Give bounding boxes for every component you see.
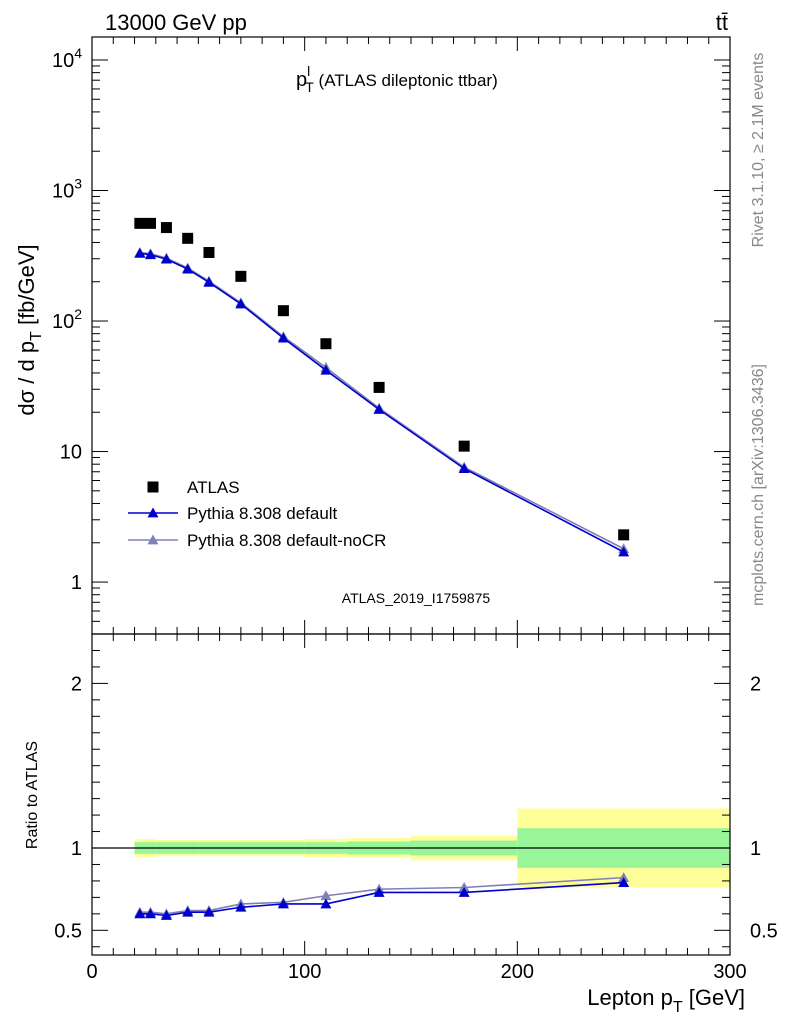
ratio-y-axis-label: Ratio to ATLAS [24,741,41,849]
analysis-tag: ATLAS_2019_I1759875 [342,590,491,606]
ratio-pythia-default-point [618,877,630,887]
pythia-default-point [134,247,146,258]
atlas-data-point [458,440,470,452]
pythia-default-point [277,332,289,343]
ratio-pythia-default-point [458,886,470,897]
x-tick-label: 300 [713,961,746,983]
atlas-data-point [160,222,172,234]
rivet-note: Rivet 3.1.10, ≥ 2.1M events [750,53,767,248]
ratio-pythia-default-point [182,906,194,917]
atlas-data-point [144,217,156,229]
y-tick-label: 102 [52,306,82,333]
ratio-pythia-default-point [144,908,156,919]
ratio-plot-area: 0 100 200 3000.5 0.51 12 2 [54,37,778,983]
x-tick-label: 0 [86,961,97,983]
pythia-default-point [203,276,215,287]
atlas-data-point [277,305,289,317]
pythia-default-point [182,263,194,274]
atlas-data-point [320,338,332,350]
legend-label: Pythia 8.308 default [187,504,338,523]
main-plot-title: pl T (ATLAS dileptonic ttbar) [296,63,498,95]
pythia-default-point [458,463,470,474]
main-plot-area: 1 10 102 103 104 [52,36,731,635]
x-tick-label: 100 [288,961,321,983]
ratio-pythia-default-point [235,901,247,912]
y-tick-label: 1 [71,572,82,594]
source-note: mcplots.cern.ch [arXiv:1306.3436] [750,364,767,606]
ratio-y-tick-label: 1 [71,838,82,860]
atlas-data-point [235,270,247,282]
x-tick-label: 200 [501,961,534,983]
atlas-data-point [618,529,630,541]
atlas-data-point [203,246,215,258]
ratio-y-tick-label: 2 [71,673,82,695]
y-tick-label: 10 [60,442,82,464]
legend-marker-triangle [147,534,159,545]
legend: ATLAS Pythia 8.308 default Pythia 8.308 de… [128,478,386,550]
atlas-data-point [182,232,194,244]
pythia-default-point [144,249,156,260]
ratio-y-tick-label: 0.5 [54,920,82,942]
atlas-data-point [373,381,385,393]
ratio-pythia-default-point [134,908,146,919]
ratio-y-tick-label-right: 1 [750,838,761,860]
x-axis-label: Lepton pT [GeV] [587,985,745,1016]
legend-marker-atlas [147,481,159,493]
y-tick-label: 104 [52,45,82,72]
energy-label: 13000 GeV pp [105,10,247,35]
ratio-pythia-default-point [373,886,385,897]
atlas-data-point [134,217,146,229]
pythia-default-point [373,403,385,414]
main-y-axis-label: dσ / d pT [fb/GeV] [14,244,45,415]
legend-label: ATLAS [187,478,240,497]
ratio-pythia-default-point [320,898,332,909]
ratio-y-tick-label-right: 2 [750,673,761,695]
legend-marker-triangle [147,507,159,518]
pythia-default-point [320,364,332,375]
pythia-default-point [235,298,247,309]
process-label: tt̄ [716,10,728,35]
ratio-pythia-default-point [277,898,289,909]
pythia-default-point [618,546,630,557]
ratio-pythia-nocr-point [320,890,332,901]
y-tick-label: 103 [52,176,82,203]
ratio-pythia-default-point [160,909,172,920]
pythia-default-point [160,253,172,264]
ratio-pythia-default-point [203,906,215,917]
ratio-y-tick-label-right: 0.5 [750,920,778,942]
legend-label: Pythia 8.308 default-noCR [187,531,386,550]
